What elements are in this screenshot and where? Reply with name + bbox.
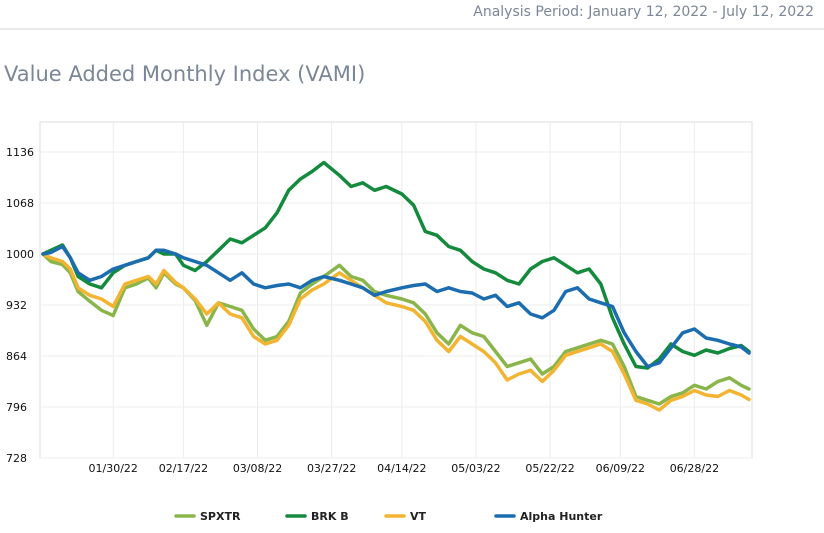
y-tick-label: 932: [6, 299, 27, 312]
legend-label: SPXTR: [200, 510, 241, 523]
legend-item-spxtr[interactable]: SPXTR: [174, 510, 241, 523]
x-tick-label: 04/14/22: [377, 462, 426, 475]
x-tick-label: 05/03/22: [451, 462, 500, 475]
series-line-alpha-hunter: [41, 244, 751, 369]
legend-item-brk-b[interactable]: BRK B: [285, 510, 349, 523]
chart-section-title: Value Added Monthly Index (VAMI): [4, 62, 366, 86]
legend-label: BRK B: [311, 510, 349, 523]
legend-label: VT: [410, 510, 427, 523]
y-axis: 728 796 864 932 1000 1068 1136: [6, 146, 34, 465]
x-tick-label: 03/27/22: [307, 462, 356, 475]
y-tick-label: 1136: [6, 146, 34, 159]
x-tick-label: 06/09/22: [596, 462, 645, 475]
y-tick-label: 1068: [6, 197, 34, 210]
y-tick-label: 796: [6, 401, 27, 414]
series-line-vt: [41, 252, 751, 412]
y-tick-label: 864: [6, 350, 27, 363]
x-tick-label: 05/22/22: [525, 462, 574, 475]
legend-label: Alpha Hunter: [520, 510, 603, 523]
x-axis: 01/30/22 02/17/22 03/08/22 03/27/22 04/14/22…: [89, 462, 720, 475]
analysis-period: Analysis Period: January 12, 2022 - July…: [473, 4, 814, 20]
x-tick-label: 03/08/22: [233, 462, 282, 475]
legend: SPXTR BRK B VT Alpha Hunter: [174, 510, 603, 523]
legend-item-alpha-hunter[interactable]: Alpha Hunter: [494, 510, 603, 523]
x-tick-label: 02/17/22: [159, 462, 208, 475]
y-tick-label: 1000: [6, 248, 34, 261]
y-tick-label: 728: [6, 452, 27, 465]
x-tick-label: 06/28/22: [670, 462, 719, 475]
x-tick-label: 01/30/22: [89, 462, 138, 475]
legend-item-vt[interactable]: VT: [384, 510, 427, 523]
series-lines: [41, 160, 751, 412]
top-bar: Analysis Period: January 12, 2022 - July…: [0, 0, 824, 30]
